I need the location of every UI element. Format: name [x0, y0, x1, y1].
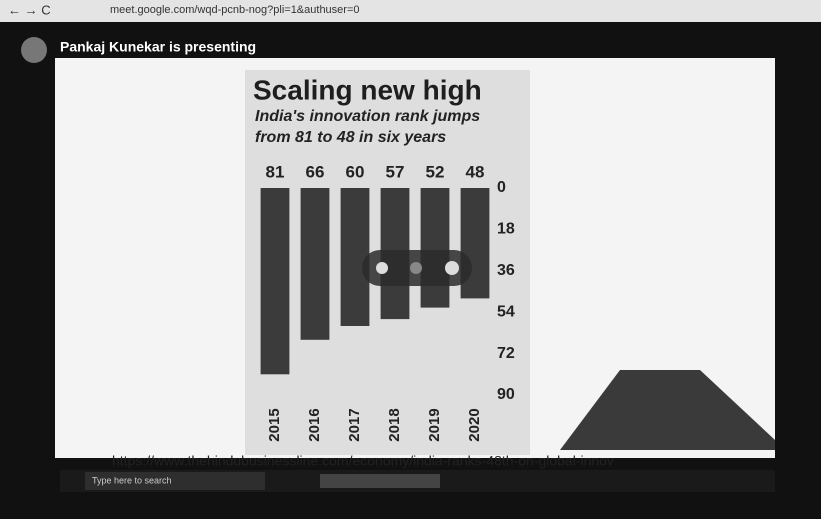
chart-subtitle: from 81 to 48 in six years — [255, 129, 446, 146]
y-tick-label: 36 — [497, 262, 515, 279]
data-label: 48 — [466, 162, 485, 181]
data-label: 66 — [306, 162, 325, 181]
page: {"browser": {"url": "meet.google.com/wqd… — [0, 0, 821, 519]
y-tick-label: 0 — [497, 179, 506, 196]
y-tick-label: 18 — [497, 221, 515, 238]
bar — [341, 188, 370, 326]
address-bar[interactable]: meet.google.com/wqd-pcnb-nog?pli=1&authu… — [110, 4, 360, 16]
data-label: 60 — [346, 162, 365, 181]
bar — [421, 188, 450, 308]
x-tick-label: 2019 — [426, 408, 443, 441]
x-tick-label: 2018 — [386, 408, 403, 441]
presenter-avatar — [21, 37, 47, 63]
back-button[interactable]: ← → C — [8, 2, 51, 17]
y-tick-label: 54 — [497, 303, 515, 320]
data-label: 57 — [386, 162, 405, 181]
remove-button[interactable] — [445, 261, 459, 275]
pin-button[interactable] — [376, 262, 388, 274]
chart-subtitle: India's innovation rank jumps — [255, 108, 480, 125]
source-url: https://www.thehindubusinessline.com/eco… — [112, 453, 614, 469]
bar — [301, 188, 330, 340]
y-tick-label: 90 — [497, 386, 515, 403]
y-tick-label: 72 — [497, 345, 515, 362]
x-tick-label: 2020 — [466, 408, 483, 441]
x-tick-label: 2017 — [346, 408, 363, 441]
search-placeholder: Type here to search — [92, 475, 172, 485]
x-tick-label: 2015 — [266, 408, 283, 441]
chart-title: Scaling new high — [253, 74, 482, 105]
presenter-label: Pankaj Kunekar is presenting — [60, 39, 256, 55]
data-label: 52 — [426, 162, 445, 181]
taskbar-apps[interactable] — [320, 474, 440, 488]
screen: ← → C meet.google.com/wqd-pcnb-nog?pli=1… — [0, 0, 821, 519]
x-tick-label: 2016 — [306, 408, 323, 441]
mute-button[interactable] — [410, 262, 422, 274]
data-label: 81 — [266, 162, 285, 181]
bar — [261, 188, 290, 374]
